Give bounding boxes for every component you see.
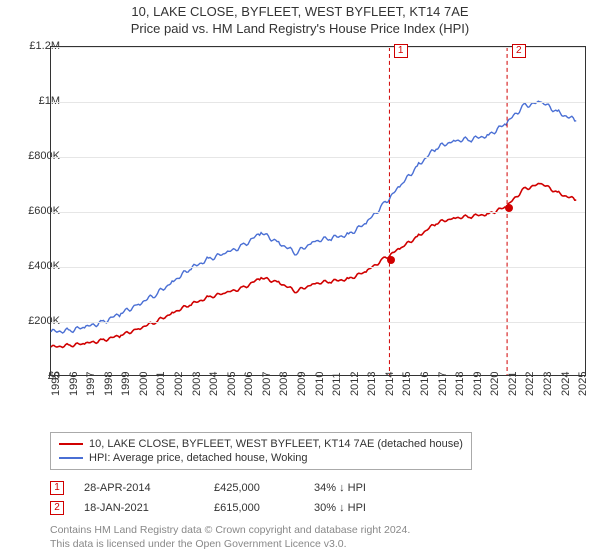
footer-attribution: Contains HM Land Registry data © Crown c… [50,524,410,551]
tx-price: £615,000 [214,502,294,514]
footer-line1: Contains HM Land Registry data © Crown c… [50,524,410,538]
tx-row: 1 28-APR-2014 £425,000 34% ↓ HPI [50,478,404,498]
legend-item: HPI: Average price, detached house, Woki… [59,451,463,465]
chart-plot-area [50,46,586,376]
chart-title: 10, LAKE CLOSE, BYFLEET, WEST BYFLEET, K… [0,0,600,38]
tx-date: 28-APR-2014 [84,482,194,494]
gridline [51,322,585,323]
gridline [51,157,585,158]
title-line1: 10, LAKE CLOSE, BYFLEET, WEST BYFLEET, K… [0,4,600,21]
legend-item: 10, LAKE CLOSE, BYFLEET, WEST BYFLEET, K… [59,437,463,451]
series-hpi [51,101,576,333]
tx-dot-1 [387,256,395,264]
gridline [51,102,585,103]
tx-date: 18-JAN-2021 [84,502,194,514]
tx-marker-1: 1 [394,44,408,58]
tx-delta: 34% ↓ HPI [314,482,404,494]
tx-marker-2: 2 [512,44,526,58]
tx-delta: 30% ↓ HPI [314,502,404,514]
legend-swatch [59,457,83,459]
tx-marker-cell: 2 [50,501,64,515]
tx-dot-2 [505,204,513,212]
transaction-table: 1 28-APR-2014 £425,000 34% ↓ HPI 2 18-JAN-202… [50,478,404,518]
legend-swatch [59,443,83,445]
legend-label: 10, LAKE CLOSE, BYFLEET, WEST BYFLEET, K… [89,438,463,450]
gridline [51,267,585,268]
tx-price: £425,000 [214,482,294,494]
legend-label: HPI: Average price, detached house, Woki… [89,452,308,464]
tx-marker-cell: 1 [50,481,64,495]
legend: 10, LAKE CLOSE, BYFLEET, WEST BYFLEET, K… [50,432,472,470]
gridline [51,47,585,48]
gridline [51,212,585,213]
tx-row: 2 18-JAN-2021 £615,000 30% ↓ HPI [50,498,404,518]
title-line2: Price paid vs. HM Land Registry's House … [0,21,600,38]
footer-line2: This data is licensed under the Open Gov… [50,538,410,552]
